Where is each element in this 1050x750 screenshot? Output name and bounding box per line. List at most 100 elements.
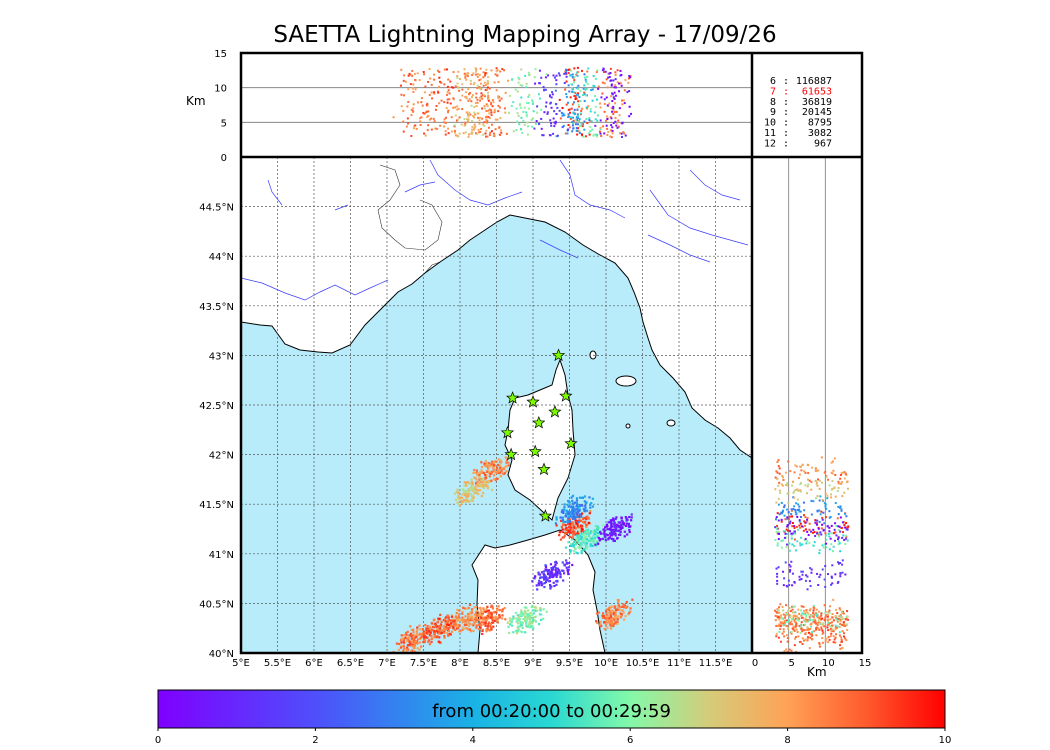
source-point-altlon (583, 128, 586, 131)
source-point-altlat (834, 628, 837, 631)
source-point-altlat (840, 646, 843, 649)
source-point-altlon (610, 95, 613, 98)
source-point-altlat (816, 572, 819, 575)
source-point (544, 580, 548, 584)
station-count-separator: : (783, 97, 789, 108)
source-point (466, 612, 470, 616)
station-marker (548, 404, 562, 418)
source-point (460, 496, 463, 499)
source-point-altlon (568, 108, 571, 111)
source-point-altlon (504, 91, 507, 94)
source-point-altlon (561, 114, 564, 117)
source-point (475, 611, 478, 614)
source-point (440, 629, 443, 632)
source-point (461, 493, 464, 496)
source-point-altlat (839, 530, 842, 533)
source-point-altlon (426, 104, 429, 107)
source-point-altlat (819, 531, 822, 534)
source-point-altlat (778, 467, 781, 470)
source-point (489, 616, 492, 619)
source-point (466, 618, 470, 621)
source-point-altlat (824, 640, 827, 643)
source-point (550, 572, 553, 576)
source-point (496, 607, 499, 610)
source-point (485, 465, 489, 468)
source-point (625, 600, 628, 604)
source-point (423, 639, 427, 642)
source-point (593, 538, 596, 542)
source-point (482, 623, 485, 626)
source-point-altlat (821, 516, 824, 519)
source-point-altlat (780, 518, 783, 521)
source-point-altlat (801, 630, 804, 633)
source-point (595, 612, 599, 615)
source-point-altlon (578, 131, 581, 134)
source-point (425, 628, 428, 632)
source-point-altlon (610, 84, 613, 87)
source-point-altlat (777, 459, 780, 462)
source-point (487, 481, 490, 484)
source-point-altlon (485, 88, 488, 91)
source-point-altlat (830, 461, 833, 464)
source-point-altlat (837, 536, 840, 539)
source-point (617, 526, 620, 529)
source-point-altlon (571, 130, 574, 133)
source-point-altlon (472, 72, 475, 75)
source-point-altlon (555, 135, 558, 138)
source-point-altlat (837, 540, 840, 543)
source-point (562, 511, 565, 514)
source-point-altlat (779, 625, 782, 628)
source-point (481, 471, 484, 474)
source-point-altlon (580, 69, 583, 72)
source-point-altlat (785, 604, 788, 607)
source-point-altlat (817, 478, 820, 481)
source-point (484, 484, 487, 487)
source-point (484, 610, 487, 614)
source-point-altlon (550, 106, 553, 109)
source-point-altlat (839, 616, 842, 619)
source-point (443, 634, 446, 638)
source-point-altlat (799, 631, 802, 634)
source-point-altlon (465, 74, 468, 77)
source-point-altlat (784, 532, 787, 535)
source-point (560, 525, 563, 528)
source-point-altlon (612, 105, 615, 108)
source-point-altlat (781, 474, 784, 477)
source-point-altlon (446, 98, 449, 101)
source-point-altlon (571, 120, 574, 123)
source-point-altlon (454, 85, 457, 88)
source-point-altlon (433, 73, 436, 76)
source-point (473, 492, 476, 495)
source-point (523, 612, 527, 615)
source-point-altlon (522, 119, 525, 122)
source-point-altlon (452, 71, 455, 74)
source-point-altlon (400, 93, 403, 96)
source-point (578, 519, 581, 522)
source-point-altlon (471, 128, 474, 131)
source-point-altlat (803, 613, 806, 616)
source-point (570, 526, 573, 529)
lat-tick-label: 40°N (209, 649, 234, 660)
source-point-altlat (774, 526, 777, 529)
source-point-altlat (786, 484, 789, 487)
source-point-altlat (797, 528, 800, 531)
source-point (445, 625, 448, 629)
source-point (438, 618, 441, 621)
source-point (465, 481, 468, 485)
source-point-altlat (777, 532, 780, 535)
source-point-altlon (588, 118, 591, 121)
source-point (614, 621, 617, 624)
source-point-altlon (520, 127, 523, 130)
source-point (497, 469, 500, 472)
source-point-altlat (798, 624, 801, 627)
source-point-altlon (564, 132, 567, 135)
source-point (430, 637, 433, 640)
source-point-altlon (577, 100, 580, 103)
source-point-altlat (824, 543, 827, 546)
source-point (471, 495, 474, 498)
source-point-altlon (458, 132, 461, 135)
source-point-altlon (402, 94, 405, 97)
source-point (629, 610, 632, 613)
source-point (400, 639, 403, 642)
source-point-altlon (503, 69, 506, 72)
